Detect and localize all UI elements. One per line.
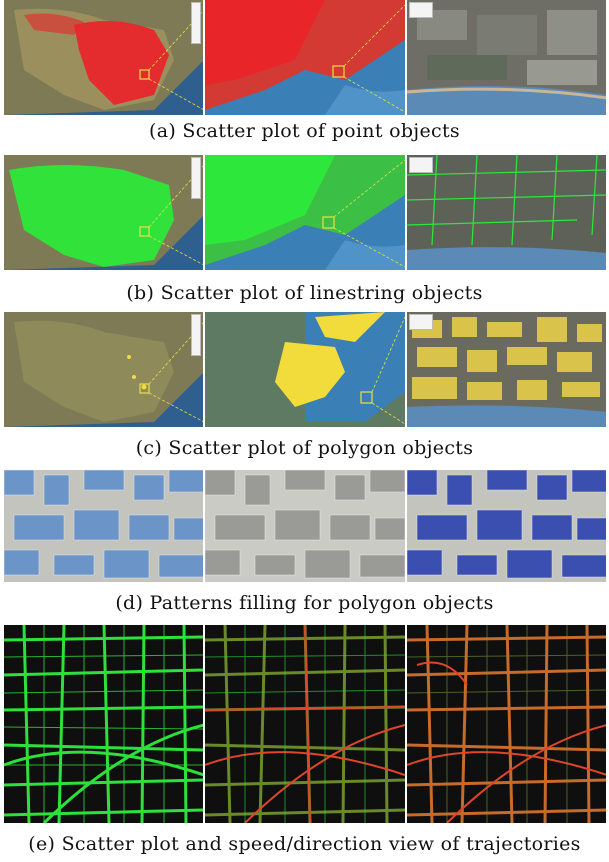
map-panel-china-polygons <box>4 312 204 427</box>
caption-b: (b) Scatter plot of linestring objects <box>126 282 483 304</box>
map-panel-china-points <box>4 0 204 115</box>
map-panel-city-polygons <box>406 312 606 427</box>
map-panel-trajectory-scatter <box>4 625 204 823</box>
map-info-box <box>408 157 433 173</box>
caption-a: (a) Scatter plot of point objects <box>149 120 460 142</box>
caption-c: (c) Scatter plot of polygon objects <box>135 437 474 459</box>
map-panel-region-polygons <box>205 312 405 427</box>
map-info-box <box>408 2 433 18</box>
map-panel-city-points <box>406 0 606 115</box>
caption-d: (d) Patterns filling for polygon objects <box>115 592 494 614</box>
caption-e: (e) Scatter plot and speed/direction vie… <box>28 833 581 855</box>
map-panel-trajectory-direction <box>406 625 606 823</box>
figure-row-a <box>4 0 606 115</box>
figure-row-c <box>4 312 606 427</box>
figure-row-e <box>4 625 606 823</box>
figure-row-d <box>4 470 606 582</box>
map-panel-pattern-light <box>4 470 204 582</box>
map-panel-pattern-dark <box>406 470 606 582</box>
map-panel-trajectory-speed <box>205 625 405 823</box>
map-legend-box <box>191 157 202 199</box>
map-panel-region-points <box>205 0 405 115</box>
map-panel-region-linestrings <box>205 155 405 270</box>
map-panel-city-linestrings <box>406 155 606 270</box>
map-panel-pattern-grey <box>205 470 405 582</box>
figure-row-b <box>4 155 606 270</box>
map-info-box <box>408 314 433 330</box>
map-legend-box <box>191 314 202 356</box>
map-legend-box <box>191 2 202 44</box>
map-panel-china-linestrings <box>4 155 204 270</box>
